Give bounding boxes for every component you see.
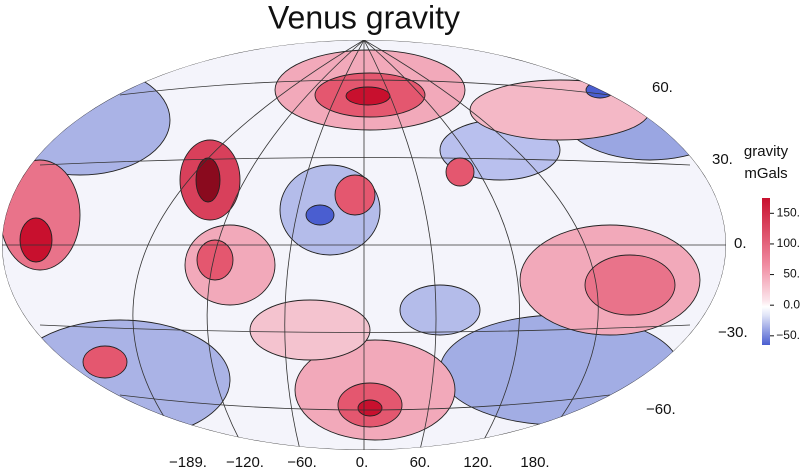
labels: 60. 30. 0. −30. −60. −189. −120. −60. 0. 60. 120. 1…: [169, 79, 800, 471]
longitude-label: 60.: [410, 454, 431, 471]
gravity-map: [2, 40, 726, 450]
longitude-label: 120.: [463, 454, 492, 471]
colorbar-tick-label: 0.0: [783, 297, 800, 311]
latitude-label: 30.: [712, 151, 733, 168]
latitude-label: −30.: [718, 324, 748, 341]
longitude-label: −60.: [287, 454, 317, 471]
longitude-label: −120.: [226, 454, 264, 471]
latitude-label: 60.: [652, 79, 673, 96]
colorbar-title: gravity: [744, 143, 789, 160]
longitude-label: −189.: [169, 454, 207, 471]
longitude-label: 0.: [356, 454, 369, 471]
colorbar-tick-label: 100.: [777, 236, 800, 250]
colorbar-tick-label: 150.: [777, 205, 800, 219]
colorbar-tick-label: 50.: [783, 267, 800, 281]
colorbar-title: mGals: [744, 165, 787, 182]
colorbar: [762, 198, 770, 345]
title: Venus gravity: [268, 0, 460, 35]
latitude-label: 0.: [734, 235, 747, 252]
longitude-label: 180.: [520, 454, 549, 471]
graticule: [2, 40, 726, 450]
latitude-label: −60.: [646, 401, 676, 418]
colorbar-tick-label: −50.: [776, 328, 800, 342]
